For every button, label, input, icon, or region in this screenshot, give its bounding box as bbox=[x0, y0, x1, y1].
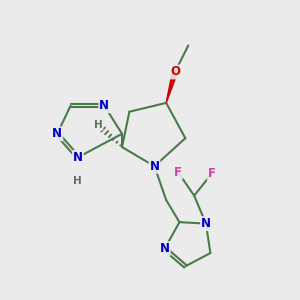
Text: H: H bbox=[94, 120, 103, 130]
Text: N: N bbox=[201, 217, 211, 230]
Text: N: N bbox=[99, 99, 110, 112]
Text: N: N bbox=[73, 151, 83, 164]
Polygon shape bbox=[166, 71, 178, 103]
Text: H: H bbox=[74, 176, 82, 186]
Text: N: N bbox=[52, 127, 62, 140]
Text: F: F bbox=[208, 167, 216, 180]
Text: F: F bbox=[174, 166, 182, 178]
Text: N: N bbox=[149, 160, 159, 173]
Text: O: O bbox=[170, 65, 180, 79]
Text: N: N bbox=[160, 242, 170, 255]
